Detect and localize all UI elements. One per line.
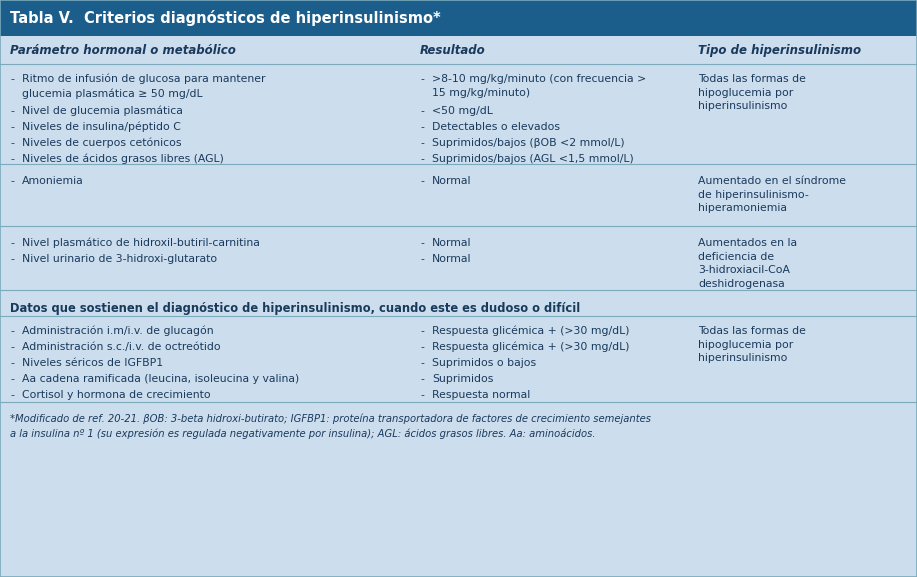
Text: Todas las formas de
hipoglucemia por
hiperinsulinismo: Todas las formas de hipoglucemia por hip… [698, 326, 806, 363]
Bar [0, 0, 917, 36]
Text: -: - [10, 122, 14, 132]
Text: Nivel urinario de 3-hidroxi-glutarato: Nivel urinario de 3-hidroxi-glutarato [22, 254, 217, 264]
Text: -: - [10, 176, 14, 186]
Text: Suprimidos o bajos: Suprimidos o bajos [432, 358, 536, 368]
Text: Niveles séricos de IGFBP1: Niveles séricos de IGFBP1 [22, 358, 163, 368]
Text: Administración i.m/i.v. de glucagón: Administración i.m/i.v. de glucagón [22, 326, 214, 336]
Text: Niveles de ácidos grasos libres (AGL): Niveles de ácidos grasos libres (AGL) [22, 154, 224, 164]
Text: -: - [420, 374, 424, 384]
Text: Nivel plasmático de hidroxil-butiril-carnitina: Nivel plasmático de hidroxil-butiril-car… [22, 238, 260, 249]
Text: Amoniemia: Amoniemia [22, 176, 83, 186]
Text: Respuesta glicémica + (>30 mg/dL): Respuesta glicémica + (>30 mg/dL) [432, 326, 629, 336]
Text: Tabla V.  Criterios diagnósticos de hiperinsulinismo*: Tabla V. Criterios diagnósticos de hiper… [10, 10, 441, 26]
Text: Nivel de glucemia plasmática: Nivel de glucemia plasmática [22, 106, 182, 117]
Text: Normal: Normal [432, 254, 471, 264]
Text: -: - [10, 154, 14, 164]
Text: -: - [10, 238, 14, 248]
Text: -: - [420, 138, 424, 148]
Text: Aumentados en la
deficiencia de
3-hidroxiacil-CoA
deshidrogenasa: Aumentados en la deficiencia de 3-hidrox… [698, 238, 797, 289]
Text: -: - [10, 374, 14, 384]
Text: -: - [10, 254, 14, 264]
Text: Datos que sostienen el diagnóstico de hiperinsulinismo, cuando este es dudoso o : Datos que sostienen el diagnóstico de hi… [10, 302, 580, 315]
Text: -: - [420, 122, 424, 132]
Text: Detectables o elevados: Detectables o elevados [432, 122, 560, 132]
Text: -: - [420, 326, 424, 336]
Text: -: - [420, 358, 424, 368]
Text: -: - [420, 390, 424, 400]
Text: Respuesta normal: Respuesta normal [432, 390, 530, 400]
Text: Niveles de insulina/péptido C: Niveles de insulina/péptido C [22, 122, 181, 133]
Text: -: - [10, 74, 14, 84]
Text: >8-10 mg/kg/minuto (con frecuencia >
15 mg/kg/minuto): >8-10 mg/kg/minuto (con frecuencia > 15 … [432, 74, 646, 98]
Text: Niveles de cuerpos cetónicos: Niveles de cuerpos cetónicos [22, 138, 182, 148]
Text: Administración s.c./i.v. de octreótido: Administración s.c./i.v. de octreótido [22, 342, 221, 352]
Text: Suprimidos: Suprimidos [432, 374, 493, 384]
Text: Parámetro hormonal o metabólico: Parámetro hormonal o metabólico [10, 44, 236, 57]
Text: -: - [10, 390, 14, 400]
Text: -: - [420, 238, 424, 248]
Text: -: - [10, 342, 14, 352]
Text: -: - [420, 176, 424, 186]
Text: Suprimidos/bajos (AGL <1,5 mmol/L): Suprimidos/bajos (AGL <1,5 mmol/L) [432, 154, 634, 164]
Text: -: - [420, 74, 424, 84]
Text: Respuesta glicémica + (>30 mg/dL): Respuesta glicémica + (>30 mg/dL) [432, 342, 629, 353]
Text: Cortisol y hormona de crecimiento: Cortisol y hormona de crecimiento [22, 390, 211, 400]
Text: Normal: Normal [432, 238, 471, 248]
Text: -: - [10, 326, 14, 336]
Text: -: - [10, 358, 14, 368]
Text: *Modificado de ref. 20-21. βOB: 3-beta hidroxi-butirato; IGFBP1: proteína transp: *Modificado de ref. 20-21. βOB: 3-beta h… [10, 414, 651, 439]
Text: -: - [420, 254, 424, 264]
Text: -: - [420, 342, 424, 352]
Text: -: - [420, 154, 424, 164]
Text: Tipo de hiperinsulinismo: Tipo de hiperinsulinismo [698, 44, 861, 57]
Text: Todas las formas de
hipoglucemia por
hiperinsulinismo: Todas las formas de hipoglucemia por hip… [698, 74, 806, 111]
Text: Normal: Normal [432, 176, 471, 186]
Text: <50 mg/dL: <50 mg/dL [432, 106, 492, 116]
Text: Ritmo de infusión de glucosa para mantener
glucemia plasmática ≥ 50 mg/dL: Ritmo de infusión de glucosa para manten… [22, 74, 266, 99]
Text: Aa cadena ramificada (leucina, isoleucina y valina): Aa cadena ramificada (leucina, isoleucin… [22, 374, 299, 384]
Text: Resultado: Resultado [420, 44, 486, 57]
Text: -: - [10, 106, 14, 116]
Text: Suprimidos/bajos (βOB <2 mmol/L): Suprimidos/bajos (βOB <2 mmol/L) [432, 138, 624, 148]
Text: Aumentado en el síndrome
de hiperinsulinismo-
hiperamoniemia: Aumentado en el síndrome de hiperinsulin… [698, 176, 846, 213]
Text: -: - [420, 106, 424, 116]
Text: -: - [10, 138, 14, 148]
